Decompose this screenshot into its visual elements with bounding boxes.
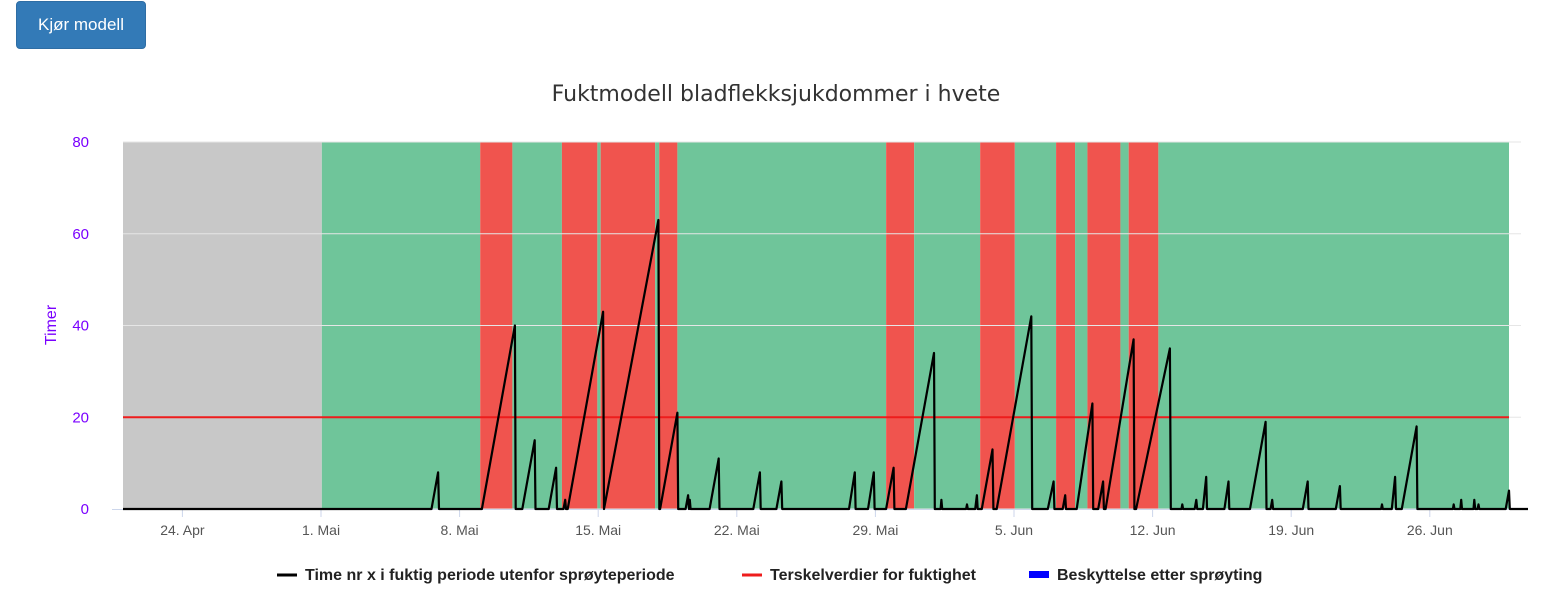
x-tick-label: 19. Jun — [1268, 522, 1314, 538]
x-tick-label: 26. Jun — [1407, 522, 1453, 538]
chart-title: Fuktmodell bladflekksjukdommer i hvete — [552, 82, 1001, 107]
legend-label[interactable]: Beskyttelse etter sprøyting — [1057, 567, 1262, 584]
x-tick-label: 22. Mai — [714, 522, 760, 538]
x-tick-label: 8. Mai — [441, 522, 479, 538]
x-tick-label: 15. Mai — [575, 522, 621, 538]
run-model-button[interactable]: Kjør modell — [16, 1, 146, 49]
y-tick-label: 0 — [81, 501, 89, 518]
x-tick-label: 5. Jun — [995, 522, 1033, 538]
x-tick-label: 12. Jun — [1130, 522, 1176, 538]
x-tick-label: 24. Apr — [160, 522, 205, 538]
y-tick-label: 80 — [72, 134, 89, 151]
y-tick-label: 60 — [72, 226, 89, 243]
x-tick-label: 29. Mai — [852, 522, 898, 538]
y-tick-label: 20 — [72, 409, 89, 426]
legend: Time nr x i fuktig periode utenfor sprøy… — [277, 567, 1262, 584]
series-line — [123, 218, 1528, 511]
y-tick-label: 40 — [72, 318, 89, 335]
legend-symbol — [1029, 571, 1049, 578]
legend-label[interactable]: Terskelverdier for fuktighet — [770, 567, 977, 584]
y-axis-label: Timer — [43, 304, 60, 345]
y-axis-ticks: 0 20 40 60 80 — [72, 134, 89, 518]
x-axis-ticks: 24. Apr 1. Mai 8. Mai 15. Mai 22. Mai 29. Mai… — [160, 509, 1453, 538]
x-tick-label: 1. Mai — [302, 522, 340, 538]
legend-label[interactable]: Time nr x i fuktig periode utenfor sprøy… — [305, 567, 675, 584]
